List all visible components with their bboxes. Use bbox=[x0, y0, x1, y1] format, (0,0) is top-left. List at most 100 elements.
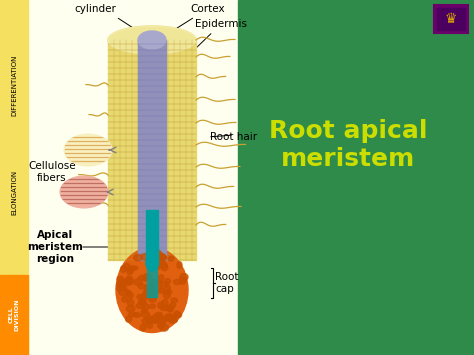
Ellipse shape bbox=[154, 250, 161, 256]
Ellipse shape bbox=[141, 300, 146, 305]
Ellipse shape bbox=[162, 317, 168, 322]
Text: Cellulose
fibers: Cellulose fibers bbox=[28, 161, 76, 183]
Ellipse shape bbox=[153, 260, 159, 266]
Ellipse shape bbox=[148, 284, 155, 290]
Text: ♛: ♛ bbox=[445, 12, 457, 26]
Ellipse shape bbox=[166, 305, 173, 311]
Ellipse shape bbox=[140, 324, 146, 331]
Ellipse shape bbox=[159, 255, 167, 260]
Ellipse shape bbox=[156, 252, 164, 259]
Ellipse shape bbox=[120, 286, 127, 290]
Ellipse shape bbox=[146, 316, 153, 322]
Ellipse shape bbox=[160, 324, 168, 331]
Ellipse shape bbox=[148, 257, 154, 264]
Ellipse shape bbox=[161, 264, 168, 271]
Bar bbox=[138, 40, 166, 260]
Ellipse shape bbox=[157, 318, 164, 323]
Ellipse shape bbox=[117, 276, 124, 282]
Text: Apical
meristem
region: Apical meristem region bbox=[27, 230, 83, 264]
Ellipse shape bbox=[162, 300, 168, 307]
Bar bbox=[108, 40, 196, 260]
Ellipse shape bbox=[150, 316, 157, 323]
Ellipse shape bbox=[168, 305, 173, 312]
Ellipse shape bbox=[169, 318, 177, 323]
Ellipse shape bbox=[150, 292, 157, 299]
Ellipse shape bbox=[134, 313, 141, 317]
Ellipse shape bbox=[147, 322, 153, 328]
Ellipse shape bbox=[141, 309, 147, 313]
Ellipse shape bbox=[143, 276, 150, 281]
Text: ELONGATION: ELONGATION bbox=[11, 169, 17, 214]
Bar bbox=[437, 8, 465, 30]
Bar bbox=[434, 5, 468, 33]
Ellipse shape bbox=[122, 297, 128, 302]
Ellipse shape bbox=[154, 313, 161, 320]
Ellipse shape bbox=[156, 280, 162, 285]
Ellipse shape bbox=[160, 282, 168, 287]
Ellipse shape bbox=[125, 279, 131, 285]
Ellipse shape bbox=[141, 253, 149, 260]
Bar bbox=[147, 262, 157, 297]
Text: Root
cap: Root cap bbox=[215, 272, 238, 294]
Ellipse shape bbox=[137, 294, 143, 299]
Ellipse shape bbox=[145, 293, 153, 297]
Ellipse shape bbox=[156, 260, 165, 265]
Ellipse shape bbox=[144, 293, 150, 298]
Ellipse shape bbox=[167, 315, 173, 320]
Ellipse shape bbox=[153, 286, 161, 292]
Ellipse shape bbox=[126, 290, 131, 296]
Text: Cortex: Cortex bbox=[168, 4, 225, 33]
Ellipse shape bbox=[156, 312, 162, 317]
Ellipse shape bbox=[171, 298, 177, 303]
Bar bbox=[146, 210, 158, 265]
Ellipse shape bbox=[145, 285, 153, 291]
Ellipse shape bbox=[118, 280, 123, 285]
Ellipse shape bbox=[164, 316, 170, 321]
Bar bbox=[0, 0, 28, 355]
Ellipse shape bbox=[158, 316, 165, 321]
Ellipse shape bbox=[158, 323, 164, 328]
Ellipse shape bbox=[141, 311, 150, 317]
Ellipse shape bbox=[150, 279, 155, 286]
Ellipse shape bbox=[116, 247, 188, 333]
Ellipse shape bbox=[138, 31, 166, 49]
Ellipse shape bbox=[130, 266, 138, 270]
Ellipse shape bbox=[60, 176, 108, 208]
Ellipse shape bbox=[134, 255, 142, 261]
Ellipse shape bbox=[128, 266, 134, 273]
Bar bbox=[238, 0, 474, 355]
Ellipse shape bbox=[143, 290, 149, 297]
Ellipse shape bbox=[157, 288, 164, 293]
Bar bbox=[0, 275, 28, 355]
Ellipse shape bbox=[165, 285, 171, 292]
Ellipse shape bbox=[108, 26, 196, 54]
Ellipse shape bbox=[122, 280, 127, 286]
Ellipse shape bbox=[149, 304, 155, 308]
Ellipse shape bbox=[164, 292, 170, 299]
Ellipse shape bbox=[155, 263, 161, 269]
Ellipse shape bbox=[146, 255, 158, 271]
Ellipse shape bbox=[128, 312, 137, 317]
Ellipse shape bbox=[138, 275, 146, 280]
Ellipse shape bbox=[136, 303, 145, 308]
Ellipse shape bbox=[148, 290, 157, 297]
Ellipse shape bbox=[138, 299, 146, 305]
Ellipse shape bbox=[143, 274, 151, 279]
Text: Root apical
meristem: Root apical meristem bbox=[269, 119, 427, 171]
Ellipse shape bbox=[127, 269, 133, 274]
Ellipse shape bbox=[147, 263, 153, 269]
Ellipse shape bbox=[156, 316, 163, 321]
Ellipse shape bbox=[179, 277, 186, 284]
Text: Vascular
cylinder: Vascular cylinder bbox=[73, 0, 142, 33]
Ellipse shape bbox=[158, 302, 164, 309]
Ellipse shape bbox=[173, 311, 180, 318]
Ellipse shape bbox=[173, 279, 181, 285]
Text: CELL
DIVISION: CELL DIVISION bbox=[9, 299, 19, 331]
Ellipse shape bbox=[140, 295, 148, 300]
Ellipse shape bbox=[170, 302, 176, 307]
Text: Epidermis: Epidermis bbox=[195, 19, 247, 48]
Ellipse shape bbox=[138, 284, 146, 289]
Ellipse shape bbox=[124, 263, 130, 269]
Ellipse shape bbox=[175, 313, 182, 317]
Text: Root hair: Root hair bbox=[210, 132, 257, 142]
